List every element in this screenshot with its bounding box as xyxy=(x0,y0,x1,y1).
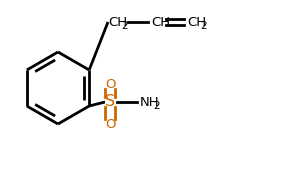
Text: O: O xyxy=(105,117,115,130)
Text: 2: 2 xyxy=(153,101,160,111)
Text: 2: 2 xyxy=(200,21,207,31)
Text: S: S xyxy=(105,95,115,109)
Text: 2: 2 xyxy=(121,21,128,31)
Text: CH: CH xyxy=(108,16,127,29)
Text: NH: NH xyxy=(140,95,160,109)
Text: O: O xyxy=(105,77,115,90)
Text: CH: CH xyxy=(187,16,206,29)
Text: CH: CH xyxy=(151,16,170,29)
